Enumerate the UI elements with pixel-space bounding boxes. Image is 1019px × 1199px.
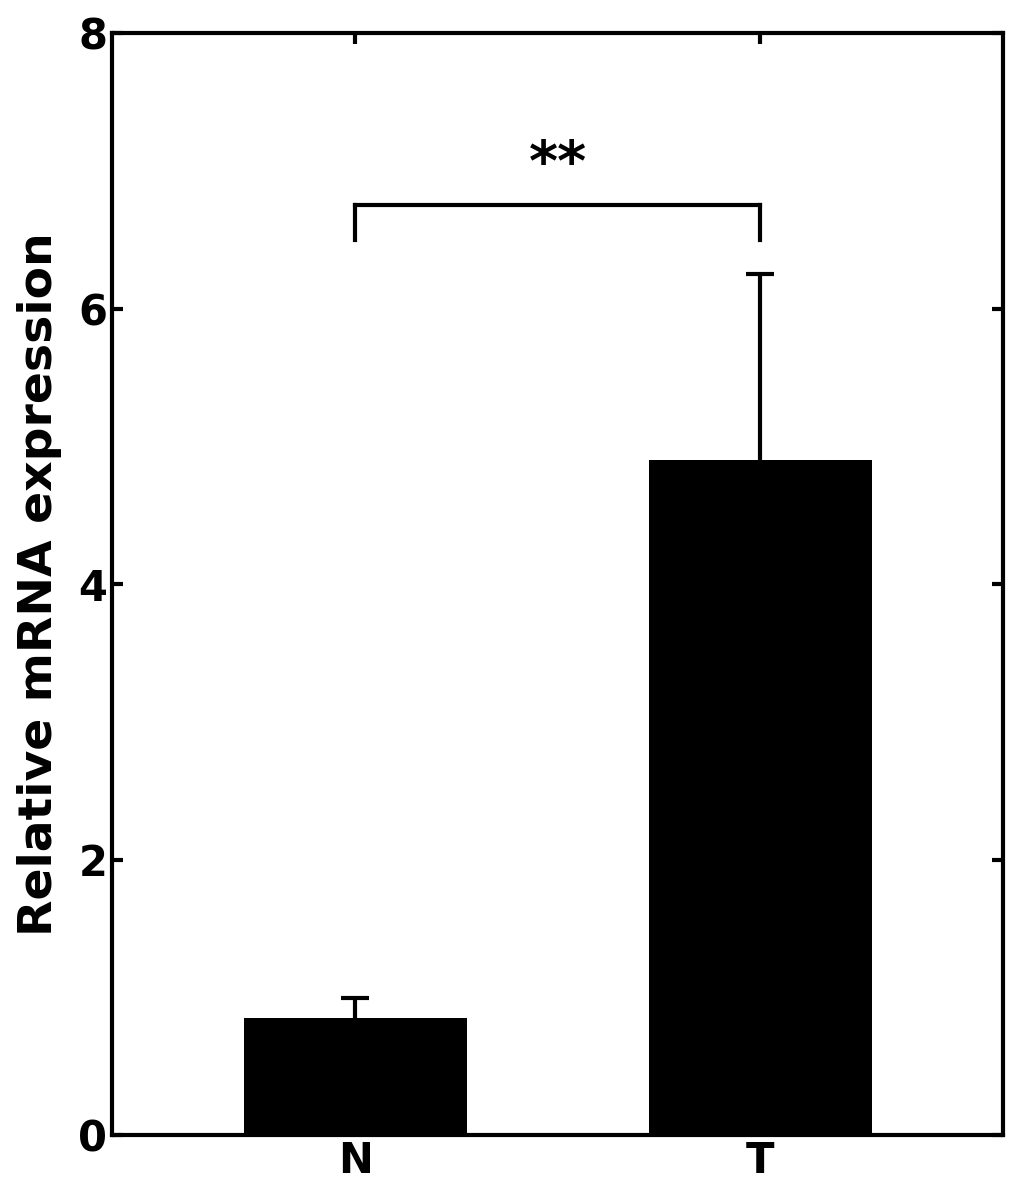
Y-axis label: Relative mRNA expression: Relative mRNA expression: [16, 233, 61, 936]
Bar: [648, 460, 871, 1135]
Bar: [244, 1018, 466, 1135]
Text: **: **: [528, 138, 586, 192]
